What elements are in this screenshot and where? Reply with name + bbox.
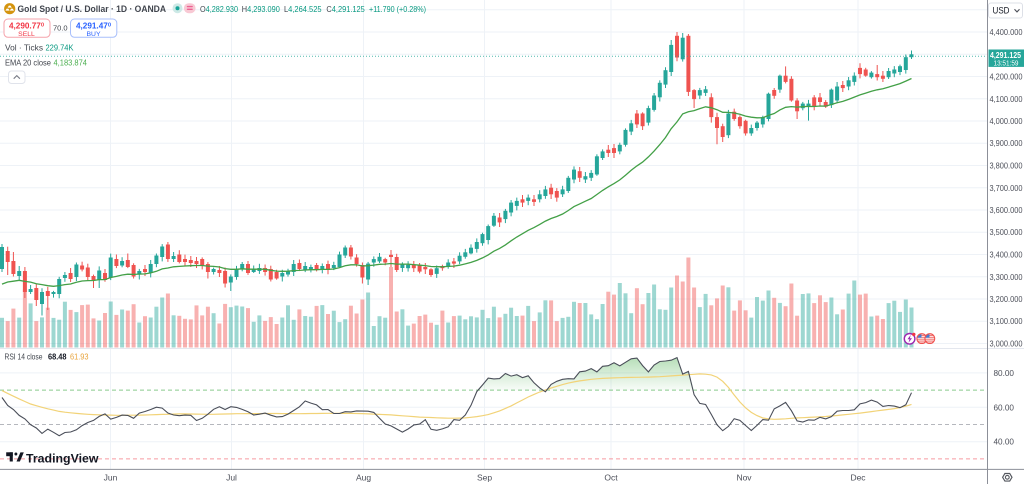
svg-text:3,700.000: 3,700.000 <box>990 184 1024 193</box>
svg-text:Aug: Aug <box>356 472 371 482</box>
svg-text:4,183.874: 4,183.874 <box>54 58 88 68</box>
svg-text:70.0: 70.0 <box>53 23 68 32</box>
svg-text:60.00: 60.00 <box>994 403 1015 412</box>
svg-text:68.48: 68.48 <box>48 351 67 361</box>
svg-text:Oct: Oct <box>604 472 618 482</box>
svg-text:Jul: Jul <box>226 472 237 482</box>
svg-text:TradingView: TradingView <box>26 451 99 465</box>
svg-text:SELL: SELL <box>18 31 35 38</box>
svg-text:H4,293.090: H4,293.090 <box>242 5 280 14</box>
svg-text:4,290.770: 4,290.770 <box>9 22 44 31</box>
svg-text:BUY: BUY <box>87 31 101 38</box>
svg-text:4,291.470: 4,291.470 <box>76 22 111 31</box>
svg-text:4,200.000: 4,200.000 <box>990 73 1024 82</box>
svg-text:40.00: 40.00 <box>994 438 1015 447</box>
svg-text:3,600.000: 3,600.000 <box>990 206 1024 215</box>
svg-text:3,200.000: 3,200.000 <box>990 295 1024 304</box>
svg-text:RSI 14 close: RSI 14 close <box>5 351 43 361</box>
svg-text:C4,291.125: C4,291.125 <box>326 5 365 14</box>
svg-text:13:51:59: 13:51:59 <box>994 58 1019 67</box>
svg-text:3,900.000: 3,900.000 <box>990 139 1024 148</box>
svg-text:Dec: Dec <box>850 472 866 482</box>
svg-text:Gold Spot / U.S. Dollar · 1D ·: Gold Spot / U.S. Dollar · 1D · OANDA <box>18 4 167 15</box>
svg-text:3,300.000: 3,300.000 <box>990 273 1024 282</box>
svg-text:Vol · Ticks: Vol · Ticks <box>5 43 43 53</box>
svg-text:O4,282.930: O4,282.930 <box>200 5 238 14</box>
svg-text:EMA 20 close: EMA 20 close <box>5 58 51 68</box>
svg-text:4,000.000: 4,000.000 <box>990 117 1024 126</box>
svg-text:61.93: 61.93 <box>70 351 89 361</box>
svg-text:Sep: Sep <box>477 472 492 482</box>
svg-text:3,400.000: 3,400.000 <box>990 251 1024 260</box>
svg-text:229.74K: 229.74K <box>46 43 74 53</box>
svg-text:3,000.000: 3,000.000 <box>990 340 1024 349</box>
svg-text:+11.790 (+0.28%): +11.790 (+0.28%) <box>369 5 426 14</box>
svg-text:4,400.000: 4,400.000 <box>990 28 1024 37</box>
svg-text:Jun: Jun <box>104 472 118 482</box>
svg-text:3,800.000: 3,800.000 <box>990 162 1024 171</box>
svg-text:Nov: Nov <box>736 472 752 482</box>
svg-text:3,500.000: 3,500.000 <box>990 228 1024 237</box>
svg-text:3,100.000: 3,100.000 <box>990 317 1024 326</box>
svg-text:USD: USD <box>993 6 1010 16</box>
svg-text:L4,264.525: L4,264.525 <box>284 5 322 14</box>
svg-text:80.00: 80.00 <box>994 369 1015 378</box>
svg-text:4,100.000: 4,100.000 <box>990 95 1024 104</box>
